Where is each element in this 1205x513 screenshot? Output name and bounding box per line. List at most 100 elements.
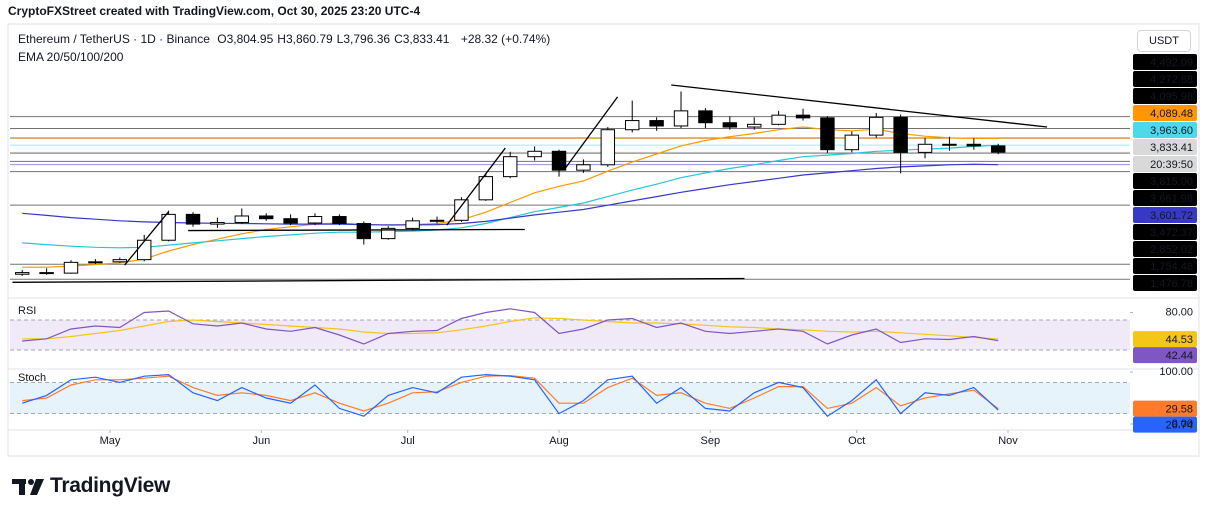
candle-body	[673, 110, 689, 127]
x-tick-label: Oct	[848, 435, 865, 447]
chart-frame	[7, 23, 1200, 457]
pane-title: Stoch	[18, 372, 46, 384]
x-tick-label: Jun	[252, 435, 270, 447]
price-label-box	[1133, 71, 1197, 87]
candle-body	[185, 213, 201, 225]
axis-value-box	[1133, 331, 1197, 348]
price-label: 3,472.37	[1150, 227, 1193, 239]
candle-body	[234, 215, 250, 223]
indicator-line	[22, 308, 999, 345]
axis-value-box	[1133, 347, 1197, 364]
y-tick-label: 100.00	[1159, 366, 1193, 378]
candle-body	[405, 220, 420, 229]
candle-body	[844, 134, 860, 151]
trendline	[12, 277, 745, 283]
price-label: 4,272.68	[1150, 74, 1193, 86]
pane-title: RSI	[18, 305, 36, 317]
candle-body	[551, 150, 567, 171]
ohlc-prefix: H	[277, 32, 286, 46]
axis-value-label: 26.74	[1165, 420, 1193, 432]
candle-body	[478, 176, 494, 201]
ohlc-prefix: O	[217, 32, 227, 46]
candle-body	[39, 272, 54, 275]
axis-value-label: 29.58	[1165, 404, 1193, 416]
candle-body	[820, 117, 835, 151]
indicator-line	[22, 317, 999, 340]
trendline	[188, 228, 525, 232]
candle-body	[991, 145, 1006, 153]
price-label-box	[1133, 207, 1197, 223]
candle-body	[747, 123, 762, 128]
candle-body	[161, 213, 176, 241]
candle-body	[698, 110, 713, 124]
candle-body	[332, 216, 347, 225]
candle-body	[283, 218, 298, 224]
candle-body	[429, 219, 445, 222]
x-tick-label: Jul	[401, 435, 415, 447]
trendline	[124, 211, 170, 266]
price-plot	[10, 84, 1130, 283]
candle-body	[136, 239, 152, 261]
band	[10, 320, 1130, 350]
axis-value-box	[1133, 400, 1197, 417]
x-tick-label: Sep	[701, 435, 721, 447]
candle-body	[14, 272, 30, 275]
price-label: 4,089.48	[1150, 108, 1193, 120]
candle-body	[600, 129, 616, 166]
candle-body	[454, 199, 469, 221]
candle-body	[917, 143, 933, 153]
price-label: 3,815.00	[1150, 176, 1193, 188]
candle-body	[112, 259, 128, 263]
price-label-box	[1133, 224, 1197, 240]
candle-body	[307, 216, 323, 224]
y-tick-label: 0.00	[1172, 418, 1193, 430]
axis-value-label: 42.44	[1165, 350, 1193, 362]
ohlc-prefix: C	[394, 32, 403, 46]
candle-body	[258, 215, 274, 220]
logo-text: TradingView	[50, 474, 171, 497]
candle-body	[576, 164, 591, 171]
currency-button[interactable]: USDT	[1137, 30, 1191, 52]
price-label: 1,754.48	[1150, 261, 1193, 273]
indicator-legend: EMA 20/50/100/200	[18, 50, 124, 64]
attribution: CryptoFXStreet created with TradingView.…	[8, 4, 421, 18]
candle-body	[381, 227, 396, 240]
candle-body	[503, 156, 518, 178]
candle-body	[527, 150, 542, 158]
x-tick-label: May	[100, 435, 121, 447]
candle-body	[942, 143, 957, 146]
price-label: 3,833.41	[1150, 142, 1193, 154]
candle-body	[893, 116, 908, 153]
price-label-box	[1133, 190, 1197, 206]
ohlc-prefix: L	[336, 32, 344, 46]
ohlc-value: 3,804.95	[226, 32, 274, 46]
price-label-box	[1133, 54, 1197, 70]
candle-body	[771, 114, 786, 125]
price-label-box	[1133, 258, 1197, 274]
price-label: 4,095.98	[1150, 91, 1193, 103]
symbol-legend: Ethereum / TetherUS · 1D · Binance O3,80…	[18, 32, 554, 46]
band	[10, 382, 1130, 414]
ohlc-value: 3,860.79	[285, 32, 333, 46]
trendline	[671, 84, 1048, 128]
ohlc-value: 3,833.41	[402, 32, 450, 46]
candle-body	[795, 114, 811, 119]
price-label: 3,661.98	[1150, 193, 1193, 205]
price-label: 3,963.60	[1150, 125, 1193, 137]
symbol-title: Ethereum / TetherUS · 1D · Binance	[18, 32, 210, 46]
change: +28.32 (+0.74%)	[460, 32, 551, 46]
price-label-box	[1133, 173, 1197, 189]
candle-body	[210, 221, 225, 225]
x-tick-label: Aug	[549, 435, 569, 447]
logo-icon	[12, 479, 44, 495]
price-label: 1,476.78	[1150, 278, 1193, 290]
candle-body	[63, 261, 79, 274]
price-label: 4,492.09	[1150, 57, 1193, 69]
price-label: 3,601.72	[1150, 210, 1193, 222]
ema-line	[22, 126, 999, 268]
candle-body	[649, 120, 664, 127]
candle-body	[966, 143, 982, 147]
candle-body	[869, 116, 884, 136]
price-label-box	[1133, 122, 1197, 138]
